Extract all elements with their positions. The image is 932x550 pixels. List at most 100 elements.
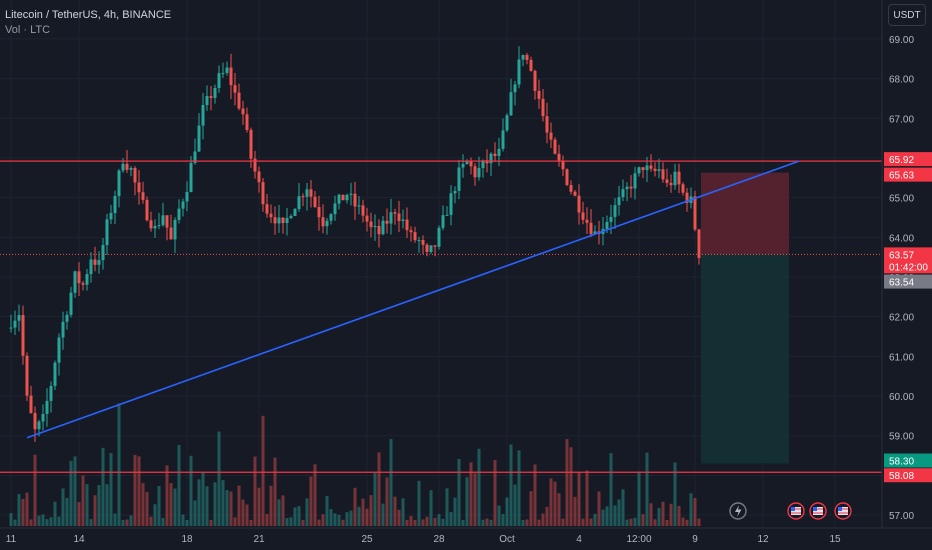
candle: [61, 321, 65, 338]
volume-bar: [281, 495, 285, 526]
candle: [369, 221, 373, 228]
volume-bar: [421, 519, 425, 526]
candle: [69, 292, 73, 315]
candle: [97, 260, 101, 265]
volume-bar: [157, 486, 161, 526]
volume-bar: [497, 505, 501, 526]
volume-bar: [69, 460, 73, 526]
candle: [313, 196, 317, 208]
candle: [177, 208, 181, 220]
price-label: 58.30: [884, 453, 932, 468]
volume-bar: [273, 457, 277, 526]
volume-bar: [509, 444, 513, 526]
candle: [109, 212, 113, 220]
candle: [513, 84, 517, 93]
volume-bar: [165, 465, 169, 526]
volume-bar: [569, 447, 573, 526]
volume-bar: [689, 493, 693, 526]
volume-bar: [573, 496, 577, 526]
volume-bar: [385, 477, 389, 526]
x-tick-label: 14: [73, 534, 85, 545]
candle: [521, 55, 525, 60]
volume-bar: [141, 483, 145, 526]
volume-bar: [681, 517, 685, 526]
candle: [385, 220, 389, 224]
volume-bar: [581, 518, 585, 526]
candle: [149, 220, 153, 229]
volume-bar: [25, 492, 29, 526]
volume-bar: [565, 439, 569, 526]
candle: [17, 315, 21, 321]
volume-bar: [433, 517, 437, 526]
volume-bar: [653, 519, 657, 526]
volume-bar: [37, 515, 41, 526]
candle: [157, 225, 161, 227]
candle: [257, 171, 261, 183]
candle: [373, 226, 377, 228]
volume-bar: [557, 493, 561, 526]
volume-bar: [333, 513, 337, 526]
volume-bar: [41, 514, 45, 526]
volume-bar: [225, 490, 229, 526]
candle: [213, 87, 217, 98]
volume-bar: [181, 514, 185, 526]
candle: [661, 169, 665, 180]
candle: [269, 213, 273, 218]
candle: [161, 215, 165, 226]
candle: [469, 160, 473, 167]
volume-bar: [49, 517, 53, 526]
candle: [341, 194, 345, 201]
volume-bar: [337, 514, 341, 526]
volume-bar: [413, 519, 417, 526]
volume-bar: [125, 519, 129, 526]
candle: [273, 217, 277, 224]
price-label: 58.08: [884, 468, 932, 483]
volume-bar: [101, 447, 105, 526]
volume-bar: [561, 518, 565, 526]
candle: [301, 196, 305, 198]
candle: [25, 355, 29, 396]
candle: [405, 219, 409, 231]
volume-bar: [645, 452, 649, 526]
volume-bar: [301, 519, 305, 526]
volume-bar: [533, 464, 537, 526]
candle: [193, 151, 197, 163]
candle: [261, 182, 265, 205]
volume-bar: [233, 517, 237, 526]
volume-bar: [201, 472, 205, 526]
volume-bar: [17, 494, 21, 526]
volume-bar: [593, 513, 597, 526]
candle: [525, 55, 529, 60]
x-tick-label: 12: [757, 534, 769, 545]
candle: [101, 245, 105, 261]
candle: [281, 217, 285, 224]
currency-button[interactable]: USDT: [888, 4, 926, 26]
volume-bar: [269, 485, 273, 526]
candle: [377, 226, 381, 235]
volume-bar: [665, 519, 669, 526]
candle: [181, 201, 185, 209]
candle: [633, 173, 637, 189]
volume-bar: [353, 487, 357, 526]
volume-bar: [145, 491, 149, 526]
candle: [33, 413, 37, 430]
volume-bar: [673, 462, 677, 526]
price-label-text: 65.63: [889, 171, 914, 182]
volume-bar: [613, 505, 617, 526]
candle: [133, 168, 137, 183]
candle: [125, 163, 129, 170]
candle: [229, 67, 233, 86]
candle: [593, 231, 597, 235]
volume-bar: [173, 488, 177, 526]
chart-legend: Litecoin / TetherUS, 4h, BINANCE Vol · L…: [5, 8, 171, 38]
volume-bar: [449, 511, 453, 526]
candle: [665, 179, 669, 183]
candle: [13, 320, 17, 328]
candle: [21, 315, 25, 356]
volume-bar: [453, 497, 457, 526]
candle: [349, 193, 353, 195]
volume-bar: [321, 514, 325, 526]
